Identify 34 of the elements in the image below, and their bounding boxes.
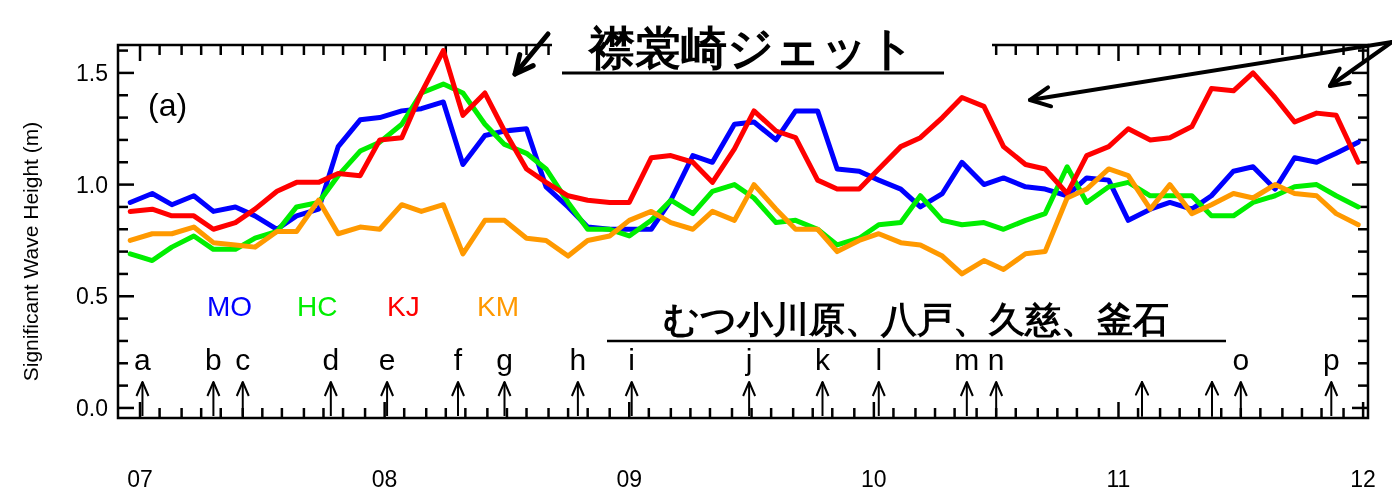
y-axis-title: Significant Wave Height (m) — [19, 121, 42, 382]
annotation: (a) — [148, 87, 188, 123]
ref-line-label: p — [1322, 343, 1340, 376]
ref-line-label: c — [235, 343, 251, 376]
chart-title: 襟裳崎ジェット — [587, 21, 915, 75]
ref-line-label: a — [134, 343, 152, 376]
ref-line-label: d — [322, 343, 340, 376]
y-tick-label: 0.0 — [76, 394, 108, 421]
x-tick-label: 11 — [1106, 466, 1131, 492]
y-tick-label: 1.0 — [76, 171, 108, 198]
text: KJ — [387, 291, 420, 322]
ref-line-label: m — [954, 343, 980, 376]
ref-line-label: g — [496, 343, 513, 376]
x-tick-label: 12 — [1350, 466, 1376, 492]
ref-line-label: h — [569, 343, 587, 376]
text: MO — [207, 291, 253, 322]
text: HC — [297, 291, 338, 322]
annotation: むつ小川原、八戸、久慈、釜石 — [663, 299, 1169, 340]
x-tick-label: 09 — [616, 466, 643, 492]
ref-line-label: k — [815, 343, 831, 376]
ref-line-label: n — [987, 343, 1005, 376]
x-tick-label: 10 — [861, 466, 887, 492]
ref-line-label: o — [1232, 343, 1250, 376]
ref-line-label: f — [453, 343, 463, 376]
ref-line-label: b — [205, 343, 222, 376]
y-tick-label: 1.5 — [76, 59, 108, 86]
x-tick-label: 07 — [127, 466, 153, 492]
x-tick-label: 08 — [371, 466, 398, 492]
y-tick-label: 0.5 — [76, 283, 108, 310]
ref-line-label: e — [378, 343, 396, 376]
ref-line-label: j — [744, 343, 753, 376]
ref-line-label: l — [875, 343, 883, 376]
series-label: KM — [477, 291, 519, 322]
ref-line-label: i — [628, 343, 636, 376]
